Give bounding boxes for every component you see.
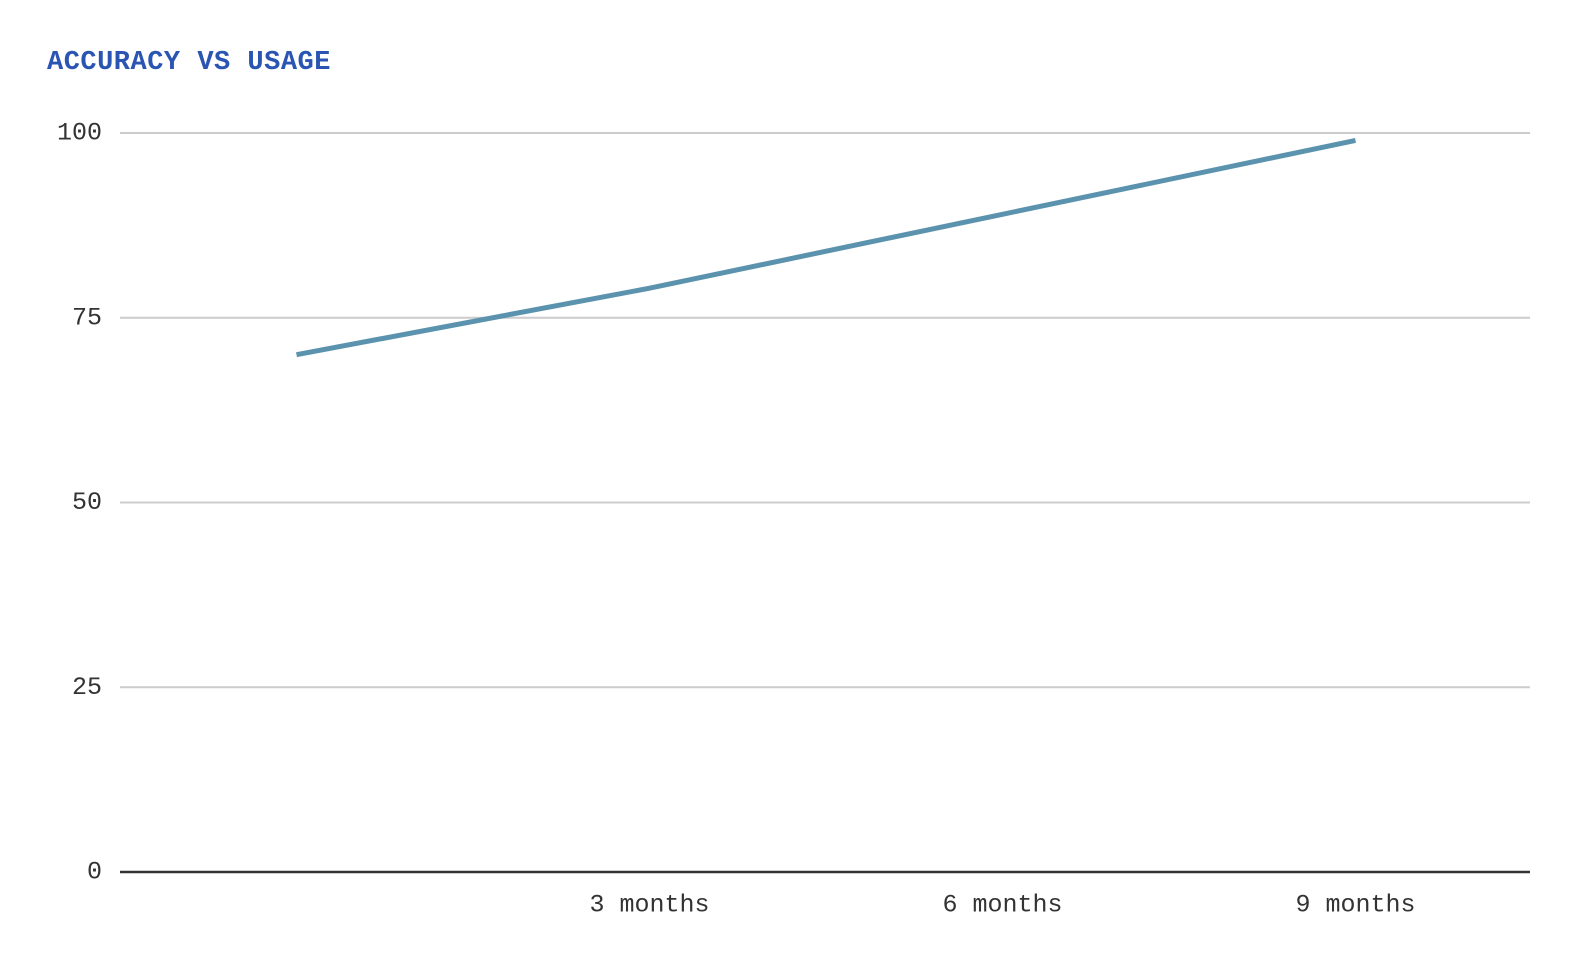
y-tick-labels: 0 25 50 75 100 — [57, 119, 102, 887]
series-line — [296, 137, 1357, 358]
y-tick-label: 25 — [72, 673, 102, 702]
x-tick-labels: 3 months 6 months 9 months — [589, 891, 1415, 920]
chart-title: ACCURACY VS USAGE — [47, 48, 331, 78]
y-tick-label: 50 — [72, 488, 102, 517]
gridlines — [120, 132, 1530, 689]
y-tick-label: 0 — [87, 858, 102, 887]
x-tick-label: 6 months — [942, 891, 1062, 920]
x-tick-label: 9 months — [1295, 891, 1415, 920]
x-tick-label: 3 months — [589, 891, 709, 920]
y-tick-label: 100 — [57, 119, 102, 148]
y-tick-label: 75 — [72, 303, 102, 332]
series-layer — [296, 137, 1357, 358]
